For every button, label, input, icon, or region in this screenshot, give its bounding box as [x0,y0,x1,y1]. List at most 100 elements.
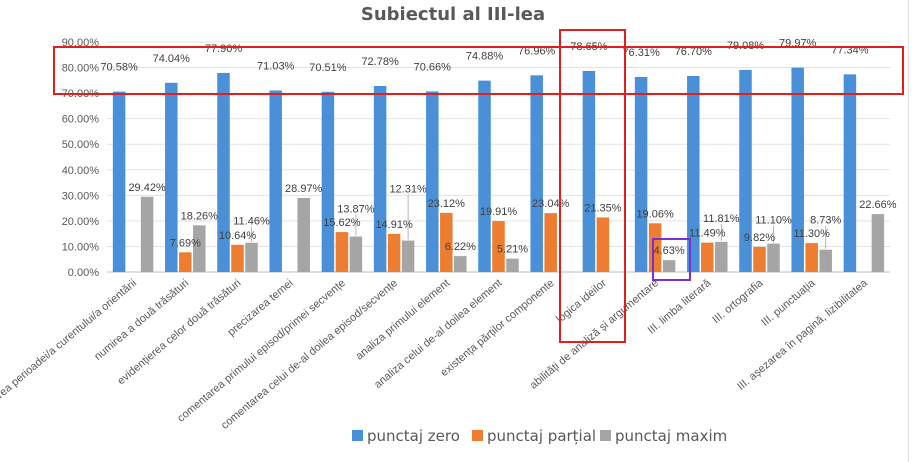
bar-punctaj-zero [530,75,543,272]
x-tick-label: existența părților componente [438,277,556,379]
bar-punctaj-zero [791,67,804,272]
legend-label: punctaj maxim [615,427,727,445]
legend-swatch [600,430,611,441]
bar-punctaj-zero [582,71,596,272]
legend-label: punctaj zero [367,427,460,445]
bar-punctaj-parțial [492,221,505,272]
y-tick-label: 50.00% [62,139,100,151]
data-label: 28.97% [285,183,323,195]
data-label: 70.51% [309,62,347,74]
data-label: 11.81% [703,213,740,225]
data-label: 70.58% [100,62,138,74]
bar-punctaj-parțial [805,243,818,272]
bar-punctaj-maxim [715,241,728,272]
bar-punctaj-parțial [179,252,192,272]
bar-punctaj-maxim [193,225,206,272]
bar-punctaj-maxim [401,240,415,272]
y-tick-label: 80.00% [62,63,100,75]
data-label: 77.90% [205,43,243,55]
data-label: 12.31% [389,184,427,196]
bar-punctaj-parțial [753,246,766,272]
data-label: 74.88% [466,51,504,63]
bar-punctaj-maxim [140,196,154,272]
data-label: 8.73% [810,215,841,227]
y-tick-label: 60.00% [62,114,100,126]
x-tick-label: III. ortografia [710,277,766,326]
data-label: 6.22% [445,241,476,253]
data-label: 11.30% [793,228,830,240]
bar-punctaj-zero [112,91,126,272]
bar-punctaj-zero [843,74,857,272]
data-label: 15.62% [323,217,361,229]
legend-label: punctaj parțial [487,427,596,445]
bar-punctaj-parțial [544,213,557,272]
data-label: 11.49% [689,228,726,240]
data-label: 9.82% [744,232,775,244]
bar-punctaj-parțial [701,242,714,272]
legend-swatch [472,430,483,441]
y-tick-label: 0.00% [68,267,99,279]
bar-punctaj-parțial [231,244,244,272]
data-label: 76.70% [675,46,713,58]
bar-punctaj-zero [634,76,648,272]
data-label: 76.96% [518,45,556,57]
bar-punctaj-parțial [335,232,349,272]
bar-punctaj-maxim [819,249,832,272]
bar-punctaj-parțial [648,223,662,272]
legend-swatch [352,430,363,441]
bar-punctaj-maxim [506,258,519,272]
bar-punctaj-zero [321,91,335,273]
bar-punctaj-maxim [297,197,310,272]
y-tick-label: 20.00% [62,216,100,228]
highlight-box-80-percent [53,46,904,95]
data-label: 4.63% [653,245,684,257]
bar-punctaj-zero [269,90,282,273]
data-label: 18.26% [181,210,219,222]
bar-punctaj-zero [478,80,491,272]
data-label: 7.69% [170,237,201,249]
data-label: 71.03% [257,60,295,72]
highlight-box-small [652,238,691,281]
data-label: 76.31% [622,47,660,59]
x-tick-label: comentarea celui de-al doilea episod/sec… [219,277,400,432]
data-label: 19.91% [480,206,518,218]
bar-punctaj-parțial [387,233,401,272]
bar-punctaj-zero [217,72,230,272]
border-line [908,0,909,462]
bar-punctaj-maxim [871,214,885,272]
bar-punctaj-maxim [349,236,363,272]
bar-punctaj-maxim [245,242,258,272]
x-tick-label: logica ideilor [554,277,609,326]
data-label: 23.12% [428,198,466,210]
bar-punctaj-maxim [454,256,467,272]
bar-punctaj-zero [165,82,178,272]
y-tick-label: 40.00% [62,165,100,177]
data-label: 21.35% [584,202,622,214]
data-label: 29.42% [128,182,166,194]
bar-punctaj-parțial [440,212,453,272]
x-tick-label: numirea a două trăsături [92,277,191,363]
data-label: 14.91% [375,219,413,231]
x-tick-label: precizarea perioadei/a curentului/a orie… [0,277,139,424]
chart-title: Subiectul al III-lea [361,4,545,25]
y-tick-label: 10.00% [62,241,100,253]
x-tick-label: analiza primului element [354,277,453,362]
bar-punctaj-maxim [662,260,676,272]
bar-punctaj-zero [687,75,700,272]
y-tick-label: 30.00% [62,190,100,202]
data-label: 10.64% [219,230,257,242]
data-label: 5.21% [497,244,528,256]
bar-punctaj-zero [426,91,439,273]
data-label: 11.46% [233,216,270,228]
highlight-box-logica-ideilor [559,29,626,343]
data-label: 72.78% [361,56,399,68]
data-label: 23.04% [532,198,570,210]
data-label: 79.08% [727,40,765,52]
bar-punctaj-maxim [767,243,780,272]
data-label: 22.66% [859,199,897,211]
data-label: 19.06% [636,208,674,220]
data-label: 11.10% [755,215,792,227]
bar-punctaj-zero [739,69,752,272]
data-label: 70.66% [414,61,452,73]
data-label: 74.04% [153,53,191,65]
